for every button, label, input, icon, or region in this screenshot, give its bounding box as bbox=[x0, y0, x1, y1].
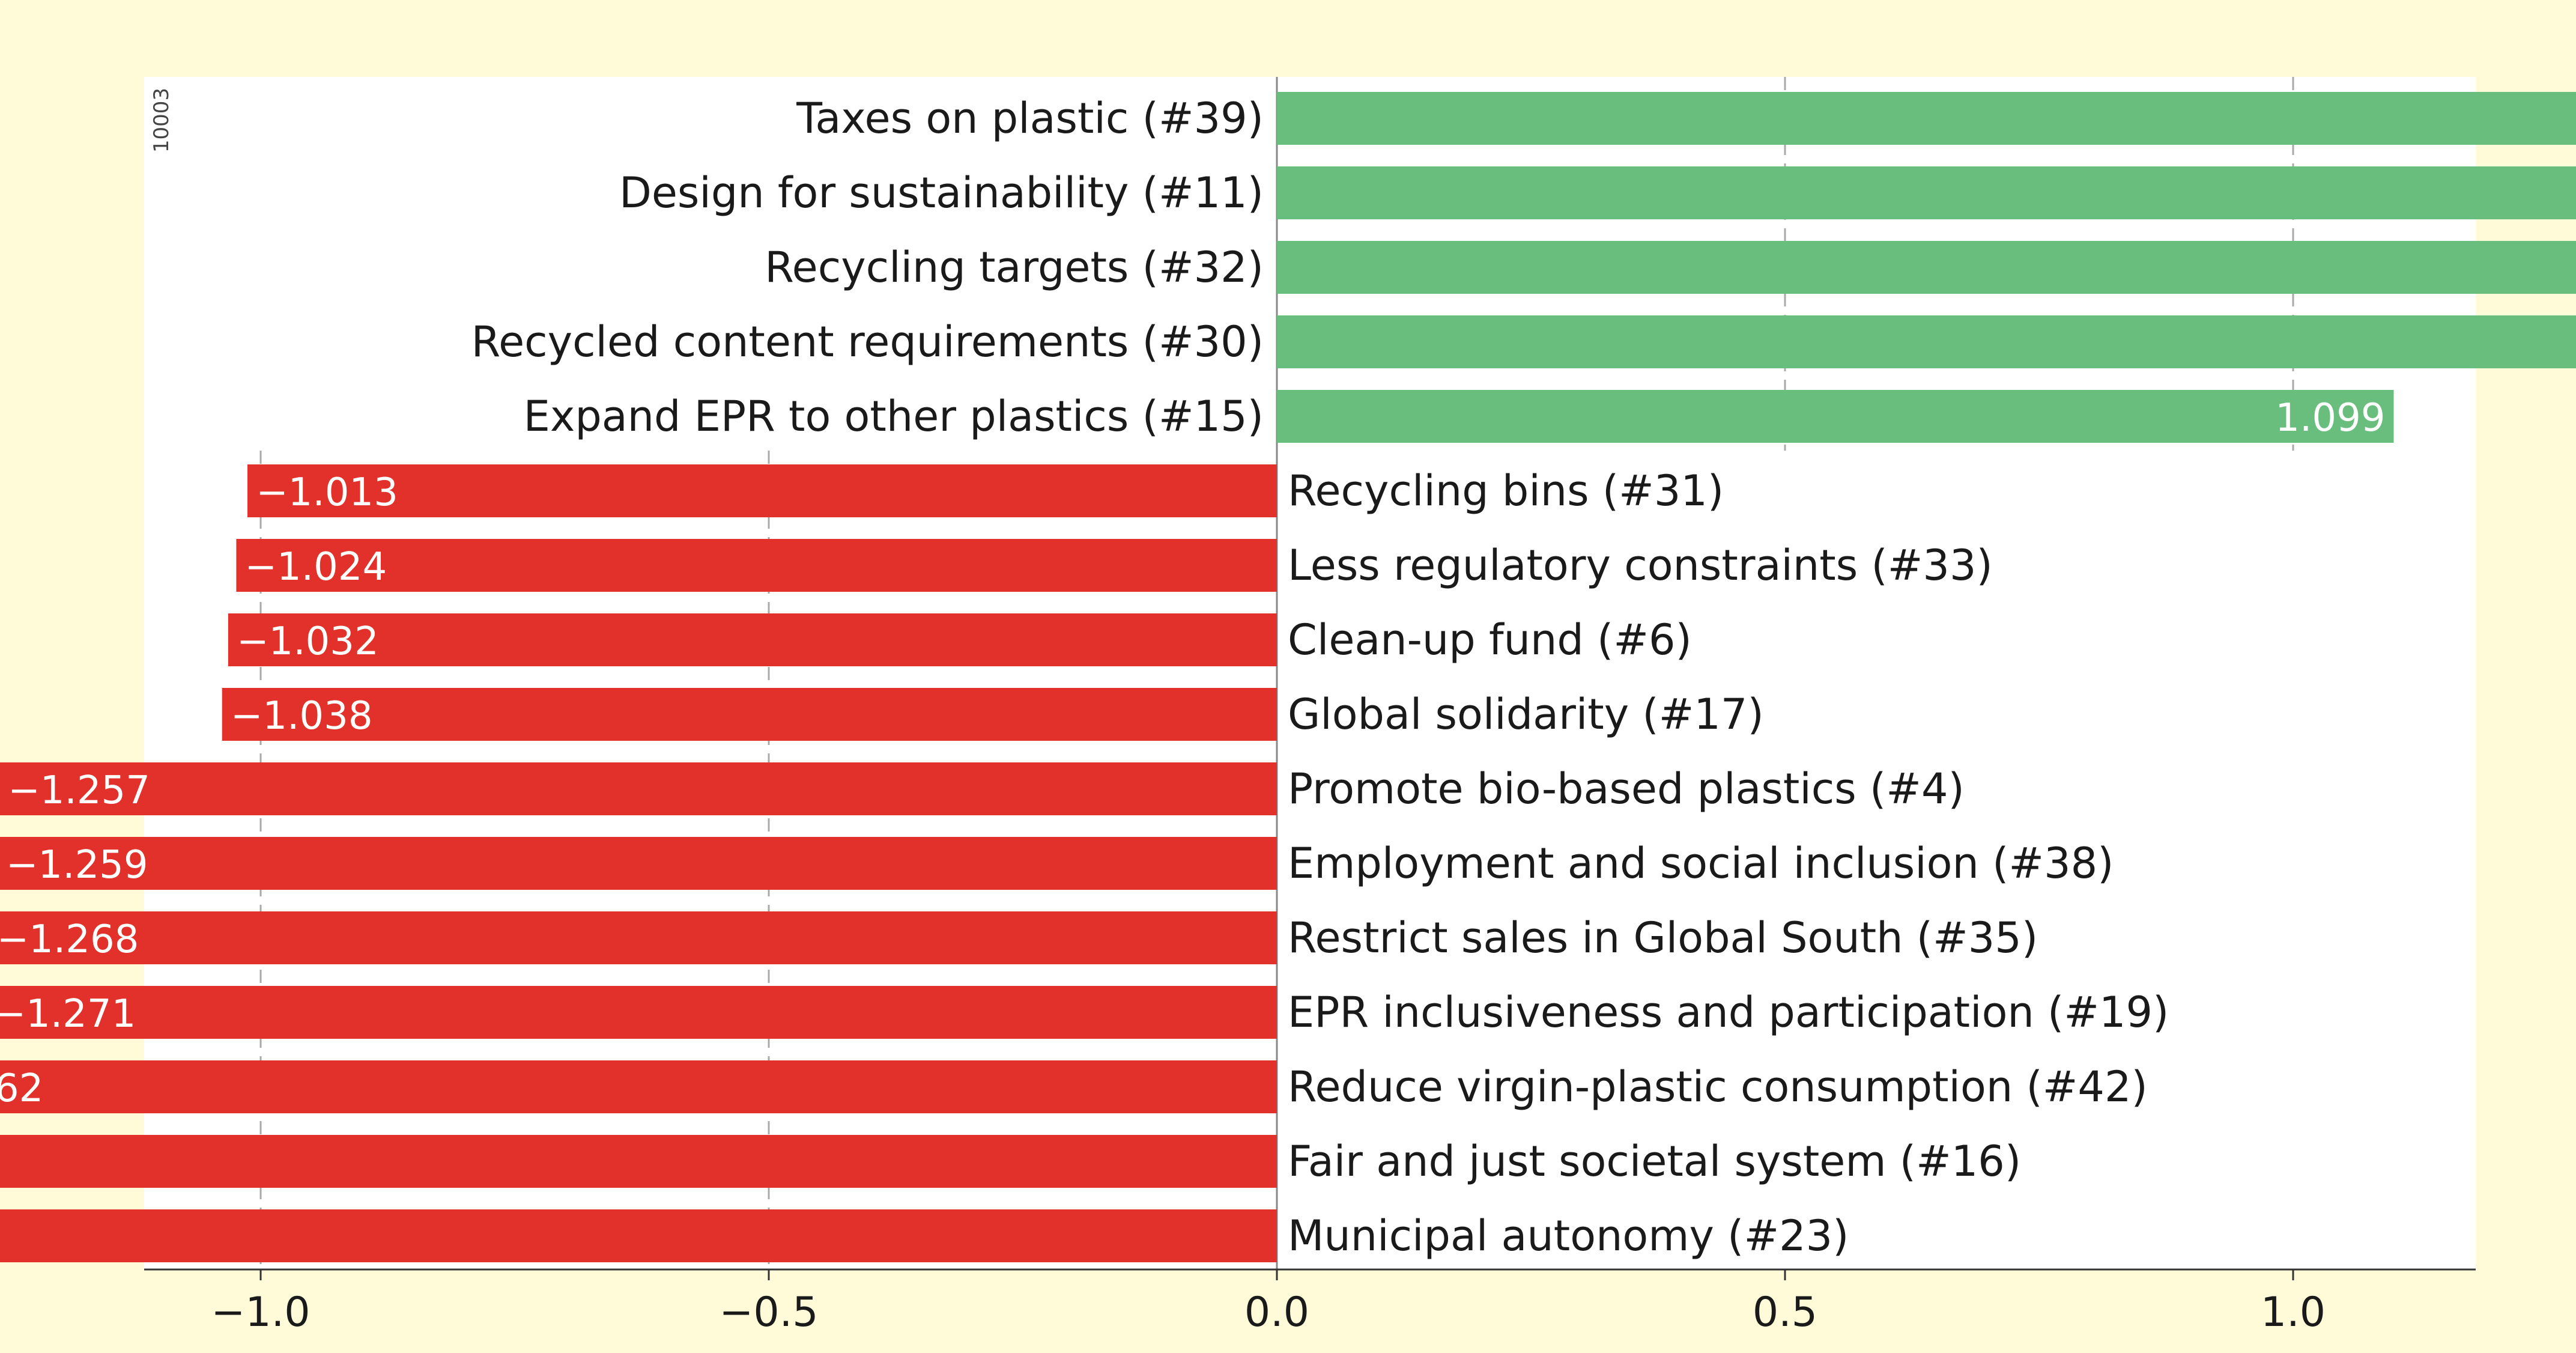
category-label: EPR inclusiveness and participation (#19… bbox=[1288, 988, 2169, 1037]
bar-value-label: −1.259 bbox=[6, 843, 148, 887]
bar-value-labels: 2.2751.8401.4801.4551.099−1.013−1.024−1.… bbox=[0, 396, 2386, 1111]
category-label: Recycling targets (#32) bbox=[765, 243, 1264, 292]
bar-value-label: −1.268 bbox=[0, 917, 139, 962]
bar-value-label: −1.013 bbox=[256, 470, 398, 515]
bar bbox=[0, 1135, 1277, 1188]
category-label: Less regulatory constraints (#33) bbox=[1288, 541, 1993, 590]
category-label: Restrict sales in Global South (#35) bbox=[1288, 913, 2038, 962]
bar bbox=[0, 1060, 1277, 1113]
bar bbox=[222, 688, 1277, 741]
category-label: Municipal autonomy (#23) bbox=[1288, 1211, 1849, 1260]
category-label: Reduce virgin-plastic consumption (#42) bbox=[1288, 1062, 2148, 1111]
category-label: Recycled content requirements (#30) bbox=[471, 317, 1264, 366]
bar-value-label: −1.271 bbox=[0, 992, 136, 1036]
bar bbox=[0, 837, 1277, 890]
bars bbox=[0, 92, 2576, 1262]
bar bbox=[247, 464, 1277, 517]
bar-value-label: −1.032 bbox=[237, 619, 379, 664]
bar bbox=[236, 539, 1277, 592]
bar bbox=[0, 986, 1277, 1039]
bar bbox=[228, 613, 1277, 666]
category-label: Expand EPR to other plastics (#15) bbox=[524, 392, 1264, 441]
x-tick-label: 0.0 bbox=[1244, 1289, 1309, 1336]
bar-value-label: 1.099 bbox=[2275, 396, 2385, 440]
bar bbox=[1277, 92, 2576, 145]
category-label: Recycling bins (#31) bbox=[1288, 466, 1724, 515]
x-tick-label: −0.5 bbox=[719, 1289, 818, 1336]
bar-value-label: −1.024 bbox=[244, 545, 387, 589]
category-label: Employment and social inclusion (#38) bbox=[1288, 839, 2114, 888]
x-axis: −2.0−1.5−1.0−0.50.00.51.01.52.0 bbox=[144, 1268, 2476, 1336]
category-label: Clean-up fund (#6) bbox=[1288, 615, 1692, 664]
category-label: Global solidarity (#17) bbox=[1288, 690, 1764, 739]
category-labels: Taxes on plastic (#39) Design for sustain… bbox=[471, 94, 2169, 1260]
bar-value-label: −1.362 bbox=[0, 1066, 43, 1111]
bar bbox=[1277, 166, 2576, 219]
bar bbox=[1277, 241, 2576, 294]
bar bbox=[0, 1209, 1277, 1262]
bar bbox=[1277, 390, 2394, 443]
bar-value-label: −1.257 bbox=[8, 768, 150, 813]
bar bbox=[0, 911, 1277, 964]
x-tick-label: −1.0 bbox=[211, 1289, 310, 1336]
bar bbox=[1277, 315, 2576, 368]
category-label: Fair and just societal system (#16) bbox=[1288, 1137, 2021, 1186]
figure-id: 10003 bbox=[150, 88, 174, 153]
category-label: Promote bio-based plastics (#4) bbox=[1288, 764, 1965, 813]
category-label: Design for sustainability (#11) bbox=[619, 168, 1264, 217]
bar-value-label: −1.038 bbox=[231, 694, 373, 738]
category-label: Taxes on plastic (#39) bbox=[796, 94, 1264, 143]
x-tick-label: 0.5 bbox=[1753, 1289, 1817, 1336]
x-tick-label: 1.0 bbox=[2261, 1289, 2326, 1336]
bar bbox=[0, 762, 1277, 815]
